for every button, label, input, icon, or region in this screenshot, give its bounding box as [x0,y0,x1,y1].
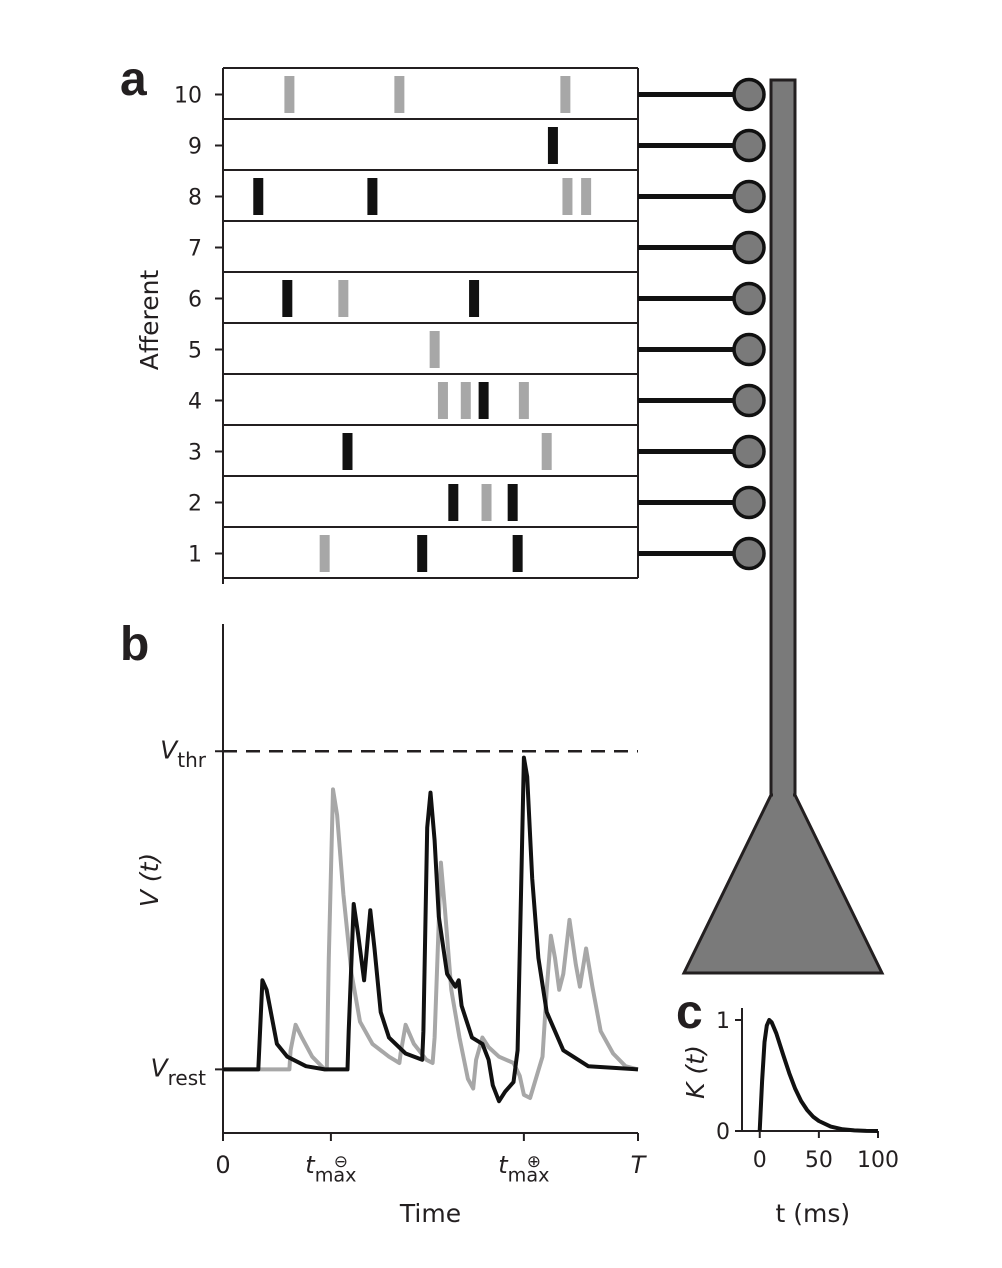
synapse-circle [732,485,766,520]
synapse-circle [732,77,766,112]
spike [429,331,440,368]
spike [518,382,529,419]
afferent-label: 4 [188,390,202,415]
neuron-dendrite [769,78,797,802]
spike [284,76,295,113]
afferent-label: 6 [188,288,202,313]
ytick-label-v_thr: Vthr [160,735,207,772]
kernel-ytick-label: 1 [716,1009,730,1034]
synapse-circle [732,230,766,265]
kernel-curve [757,1018,879,1133]
spike [437,382,448,419]
spike [512,535,523,572]
spike [562,178,573,215]
voltage-axis-title: V (t) [135,853,164,907]
afferent-label: 9 [188,135,202,160]
synapse-circle [732,179,766,214]
xtick-label: T [631,1151,648,1179]
spike [448,484,459,521]
spike [478,382,489,419]
ytick-label-v_rest: Vrest [151,1053,207,1090]
spike [547,127,558,164]
synapse-circle [732,281,766,316]
spike-raster: 10 9 8 7 6 5 4 3 2 1 [174,67,639,584]
kernel-ytick-label: 0 [716,1120,730,1145]
spike [581,178,592,215]
afferent-label: 3 [188,441,202,466]
xtick-label: tmax [305,1151,356,1186]
kernel-plot: 0 1 0 50 100 K (t) t (ms) [681,1008,899,1228]
panel-label-a: a [120,53,147,106]
spike [560,76,571,113]
spike [460,382,471,419]
spike [394,76,405,113]
neuron [681,78,885,975]
spike [541,433,552,470]
spike [319,535,330,572]
synapse-circle [732,536,766,571]
spike [507,484,518,521]
spike [481,484,492,521]
panel-label-c: c [676,986,703,1039]
spike [367,178,378,215]
synapse-circle [732,332,766,367]
afferent-label: 2 [188,492,202,517]
xtick-label: tmax [498,1151,549,1186]
spike [282,280,293,317]
kernel-xtick-label: 100 [857,1148,899,1173]
kernel-xtick-label: 0 [753,1148,767,1173]
kernel-x-axis-title: t (ms) [776,1199,851,1228]
neuron-soma [681,793,885,975]
spike [417,535,428,572]
time-axis-title: Time [399,1199,461,1228]
kernel-axis-title: K (t) [681,1045,710,1099]
panel-label-b: b [120,618,149,671]
spike [253,178,264,215]
afferent-label: 10 [174,84,202,109]
spike [338,280,349,317]
spike [469,280,480,317]
synapse-circle [732,128,766,163]
afferent-label: 5 [188,339,202,364]
trace-black [223,755,639,1104]
synapses [638,77,766,571]
xtick-label: 0 [215,1151,230,1179]
afferent-label: 8 [188,186,202,211]
xtick-label-sup: ⊖ [334,1151,348,1171]
trace-gray [223,787,639,1100]
kernel-xtick-label: 50 [805,1148,833,1173]
spike [342,433,353,470]
afferent-label: 7 [188,237,202,262]
afferent-label: 1 [188,543,202,568]
afferent-axis-title: Afferent [135,270,164,371]
xtick-label-sup: ⊕ [527,1151,541,1171]
synapse-circle [732,434,766,469]
synapse-circle [732,383,766,418]
